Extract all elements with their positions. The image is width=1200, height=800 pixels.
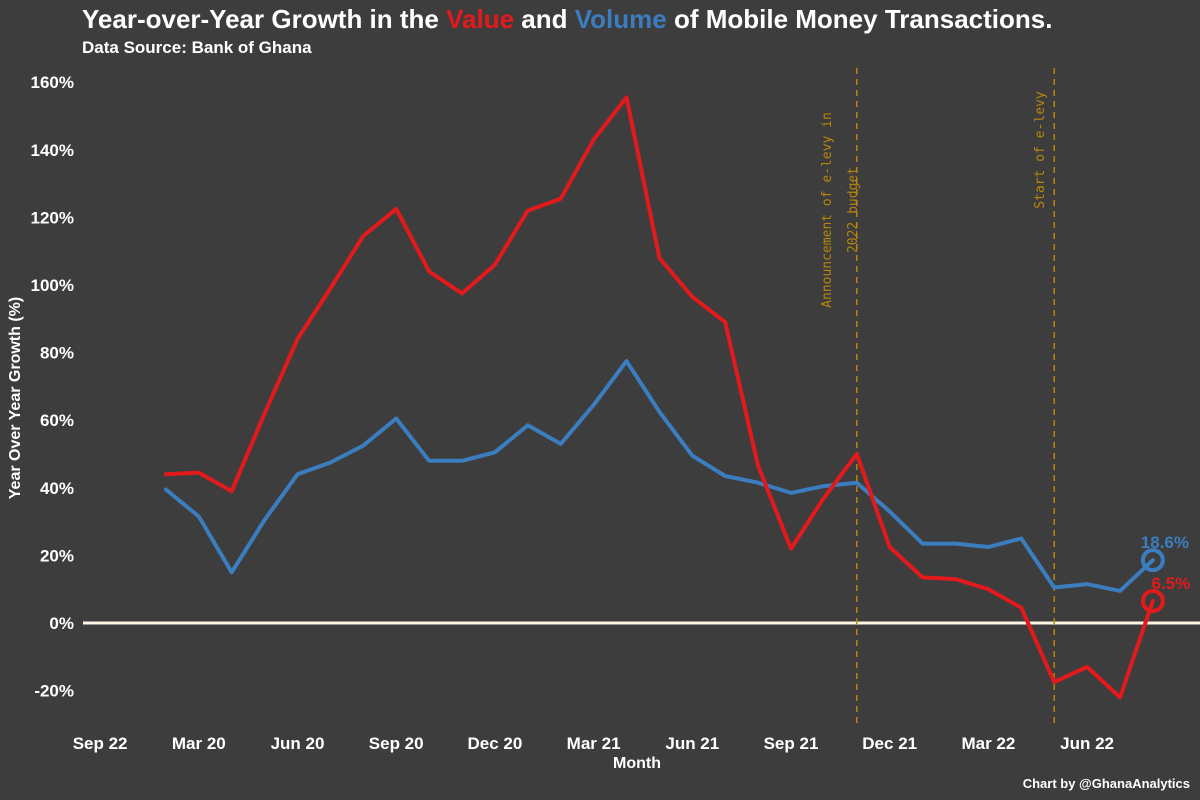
volume-end-marker xyxy=(1140,548,1165,573)
x-tick-label: Dec 21 xyxy=(862,734,917,753)
volume-end-label: 18.6% xyxy=(1141,533,1189,552)
y-tick-label: 20% xyxy=(40,546,74,565)
y-tick-label: 140% xyxy=(31,141,74,160)
title-text-1: Year-over-Year Growth in the xyxy=(82,4,447,34)
y-tick-label: 120% xyxy=(31,208,74,227)
y-tick-label: 80% xyxy=(40,344,74,363)
x-tick-label: Sep 20 xyxy=(369,734,424,753)
y-axis-title: Year Over Year Growth (%) xyxy=(7,297,24,499)
annotation-text: Start of e-levy xyxy=(1033,91,1048,209)
x-tick-label: Jun 20 xyxy=(271,734,325,753)
series-line-volume xyxy=(163,359,1155,593)
y-tick-label: 40% xyxy=(40,479,74,498)
y-tick-label: -20% xyxy=(34,682,74,701)
title-value-word: Value xyxy=(446,4,515,34)
chart-title: Year-over-Year Growth in the Value and V… xyxy=(82,4,1052,35)
y-tick-label: 0% xyxy=(49,614,74,633)
annotation-text: Announcement of e-levy in 2022 budget xyxy=(820,112,861,308)
x-tick-label: Mar 21 xyxy=(567,734,621,753)
x-axis-title: Month xyxy=(613,755,661,772)
title-text-2: and xyxy=(514,4,575,34)
x-tick-label: Mar 22 xyxy=(961,734,1015,753)
x-tick-label: Jun 22 xyxy=(1060,734,1114,753)
x-tick-label: Dec 20 xyxy=(467,734,522,753)
title-volume-word: Volume xyxy=(574,4,667,34)
series-line-value xyxy=(163,95,1155,700)
y-tick-label: 160% xyxy=(31,73,74,92)
y-tick-label: 100% xyxy=(31,276,74,295)
chart-credit: Chart by @GhanaAnalytics xyxy=(1022,776,1190,791)
chart-subtitle: Data Source: Bank of Ghana xyxy=(82,38,312,57)
x-tick-label: Sep 22 xyxy=(73,734,128,753)
y-tick-label: 60% xyxy=(40,411,74,430)
value-end-label: 6.5% xyxy=(1152,574,1191,593)
title-text-3: of Mobile Money Transactions. xyxy=(666,4,1053,34)
x-tick-label: Mar 20 xyxy=(172,734,226,753)
value-end-marker xyxy=(1140,589,1165,614)
x-tick-label: Jun 21 xyxy=(665,734,719,753)
x-tick-label: Sep 21 xyxy=(764,734,819,753)
